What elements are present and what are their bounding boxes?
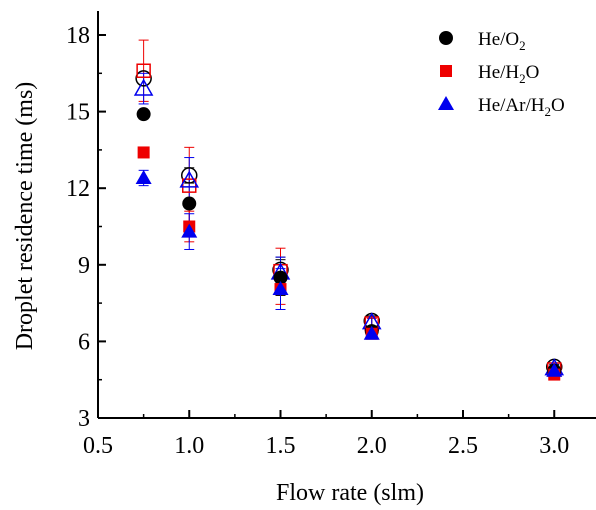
legend-label-circle: He/O2 bbox=[478, 29, 526, 53]
y-tick-label: 6 bbox=[78, 329, 90, 355]
point-circle-open bbox=[135, 70, 152, 87]
x-axis-title: Flow rate (slm) bbox=[276, 480, 424, 506]
legend-label-triangle: He/Ar/H2O bbox=[478, 95, 565, 119]
legend-label-square: He/H2O bbox=[478, 62, 539, 86]
point-circle-filled bbox=[273, 270, 288, 285]
x-tick-label: 1.0 bbox=[174, 433, 204, 459]
y-axis-title: Droplet residence time (ms) bbox=[12, 82, 38, 351]
point-triangle-filled bbox=[181, 223, 198, 238]
point-square-open bbox=[182, 178, 197, 193]
x-tick-label: 0.5 bbox=[83, 433, 113, 459]
y-tick-label: 15 bbox=[66, 100, 90, 126]
error-bars bbox=[138, 39, 560, 373]
point-triangle-filled bbox=[363, 325, 380, 340]
y-tick-label: 12 bbox=[66, 176, 90, 202]
y-tick-label: 9 bbox=[78, 253, 90, 279]
y-tick-label: 3 bbox=[78, 406, 90, 432]
x-tick-label: 2.0 bbox=[357, 433, 387, 459]
y-tick-label: 18 bbox=[66, 23, 90, 49]
x-tick-label: 2.5 bbox=[448, 433, 478, 459]
point-square-filled bbox=[137, 146, 150, 159]
data-markers bbox=[133, 63, 565, 381]
x-tick-label: 3.0 bbox=[539, 433, 569, 459]
point-circle-open bbox=[181, 167, 198, 184]
x-tick-label: 1.5 bbox=[266, 433, 296, 459]
point-triangle-filled bbox=[272, 281, 289, 296]
point-triangle-filled bbox=[135, 169, 152, 184]
point-triangle-filled bbox=[546, 362, 563, 377]
point-circle-filled bbox=[182, 196, 197, 211]
plot-axes: 0.5 1.0 1.5 2.0 2.5 3.0 3 6 9 12 15 18 bbox=[66, 11, 596, 459]
point-square-open bbox=[136, 63, 151, 78]
legend: He/O2 He/H2O He/Ar/H2O bbox=[438, 29, 565, 119]
legend-marker-square bbox=[440, 65, 452, 77]
legend-marker-triangle bbox=[438, 96, 454, 110]
point-triangle-open bbox=[133, 78, 154, 96]
point-triangle-open bbox=[179, 170, 200, 188]
legend-marker-circle bbox=[439, 31, 453, 45]
point-circle-filled bbox=[136, 107, 151, 122]
